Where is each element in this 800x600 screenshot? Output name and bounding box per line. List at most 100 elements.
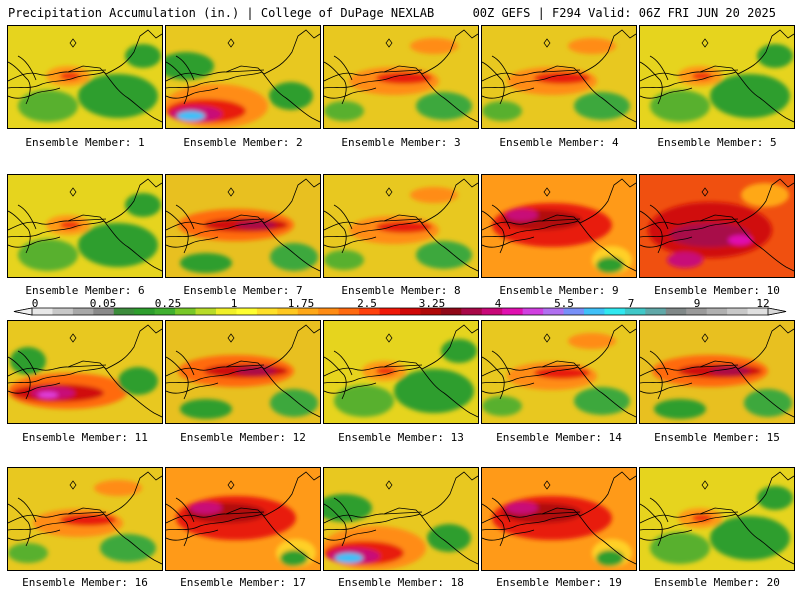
geographic-boundary bbox=[8, 471, 162, 524]
geographic-boundary bbox=[482, 366, 579, 384]
geographic-boundary bbox=[640, 87, 693, 99]
panel-label-13: Ensemble Member: 13 bbox=[338, 431, 464, 444]
colorbar-swatch bbox=[502, 308, 524, 315]
geographic-boundary bbox=[8, 324, 162, 377]
precip-shading bbox=[728, 235, 752, 245]
geographic-boundary bbox=[175, 204, 195, 230]
ensemble-panel-3 bbox=[323, 25, 479, 129]
colorbar-swatch bbox=[440, 308, 462, 315]
precip-shading bbox=[236, 221, 276, 229]
precip-map bbox=[166, 29, 320, 128]
precip-shading bbox=[376, 221, 432, 233]
geographic-boundary bbox=[491, 204, 511, 230]
precip-map bbox=[640, 178, 794, 272]
geographic-boundary bbox=[8, 513, 105, 531]
geographic-boundary bbox=[261, 513, 320, 565]
geographic-boundary bbox=[735, 513, 794, 565]
colorbar-swatch bbox=[522, 308, 544, 315]
precip-map bbox=[324, 324, 478, 418]
geographic-boundary bbox=[640, 356, 663, 400]
geographic-boundary bbox=[166, 61, 189, 105]
precip-shading bbox=[757, 44, 793, 68]
geographic-boundary bbox=[17, 350, 37, 376]
geographic-boundary bbox=[8, 71, 105, 89]
precip-shading bbox=[568, 333, 616, 349]
panel-label-9: Ensemble Member: 9 bbox=[499, 284, 619, 297]
panel-label-8: Ensemble Member: 8 bbox=[341, 284, 461, 297]
geographic-boundary bbox=[324, 29, 478, 82]
ensemble-panel-17 bbox=[165, 467, 321, 571]
colorbar-swatch bbox=[686, 308, 708, 315]
station-marker bbox=[69, 38, 77, 48]
precip-map bbox=[8, 324, 162, 418]
precip-shading bbox=[394, 369, 474, 413]
precip-shading bbox=[125, 44, 161, 68]
station-marker bbox=[385, 187, 393, 197]
ensemble-panel-12 bbox=[165, 320, 321, 424]
precip-shading bbox=[10, 347, 46, 375]
geographic-boundary bbox=[166, 220, 263, 238]
geographic-boundary bbox=[103, 366, 162, 418]
precip-map bbox=[8, 29, 162, 123]
geographic-boundary bbox=[8, 236, 61, 248]
geographic-boundary bbox=[640, 503, 663, 547]
precip-map bbox=[8, 178, 162, 272]
geographic-boundary bbox=[419, 513, 478, 565]
precip-shading bbox=[60, 72, 80, 80]
geographic-boundary bbox=[324, 382, 377, 394]
geographic-boundary bbox=[225, 218, 265, 222]
station-marker bbox=[385, 480, 393, 490]
geographic-boundary bbox=[735, 71, 794, 123]
ensemble-panel-7 bbox=[165, 174, 321, 278]
geographic-boundary bbox=[640, 324, 794, 377]
colorbar-label-7: 3.25 bbox=[418, 297, 446, 310]
precip-shading bbox=[269, 82, 313, 110]
station-marker bbox=[701, 333, 709, 343]
precip-shading bbox=[94, 480, 142, 496]
geographic-boundary bbox=[640, 513, 737, 531]
precip-shading bbox=[177, 111, 205, 121]
colorbar-swatch bbox=[175, 308, 196, 315]
precip-shading bbox=[125, 193, 161, 217]
ensemble-panel-6 bbox=[7, 174, 163, 278]
ensemble-panel-11 bbox=[7, 320, 163, 424]
precip-map bbox=[166, 471, 320, 567]
station-marker bbox=[227, 480, 235, 490]
precip-shading bbox=[166, 52, 214, 80]
geographic-boundary bbox=[175, 497, 195, 523]
geographic-boundary bbox=[541, 364, 581, 368]
geographic-boundary bbox=[166, 471, 320, 524]
panel-label-6: Ensemble Member: 6 bbox=[25, 284, 145, 297]
geographic-boundary bbox=[482, 356, 505, 400]
precip-shading bbox=[38, 392, 58, 398]
colorbar-swatch bbox=[52, 308, 74, 315]
geographic-boundary bbox=[482, 210, 505, 254]
geographic-boundary bbox=[577, 71, 636, 123]
geographic-boundary bbox=[640, 529, 693, 541]
precip-map bbox=[324, 178, 478, 272]
colorbar-swatch bbox=[747, 308, 769, 315]
colorbar-label-12: 12 bbox=[756, 297, 770, 310]
geographic-boundary bbox=[419, 366, 478, 418]
panel-label-7: Ensemble Member: 7 bbox=[183, 284, 303, 297]
geographic-boundary bbox=[383, 511, 423, 515]
ensemble-panel-10 bbox=[639, 174, 795, 278]
colorbar-swatch bbox=[604, 308, 626, 315]
ensemble-panel-2 bbox=[165, 25, 321, 129]
colorbar-max-triangle bbox=[767, 307, 787, 316]
colorbar-label-1: 0 bbox=[31, 297, 39, 310]
geographic-boundary bbox=[8, 529, 61, 541]
geographic-boundary bbox=[67, 511, 107, 515]
panel-label-3: Ensemble Member: 3 bbox=[341, 136, 461, 149]
precipitation-colorbar bbox=[13, 307, 787, 316]
geographic-boundary bbox=[482, 178, 636, 231]
panel-label-15: Ensemble Member: 15 bbox=[654, 431, 780, 444]
station-marker bbox=[69, 333, 77, 343]
station-marker bbox=[543, 38, 551, 48]
geographic-boundary bbox=[166, 87, 219, 99]
precip-shading bbox=[18, 239, 78, 271]
geographic-boundary bbox=[324, 71, 421, 89]
colorbar-swatch bbox=[72, 308, 94, 315]
colorbar-swatch bbox=[543, 308, 564, 315]
colorbar-swatch bbox=[318, 308, 340, 315]
